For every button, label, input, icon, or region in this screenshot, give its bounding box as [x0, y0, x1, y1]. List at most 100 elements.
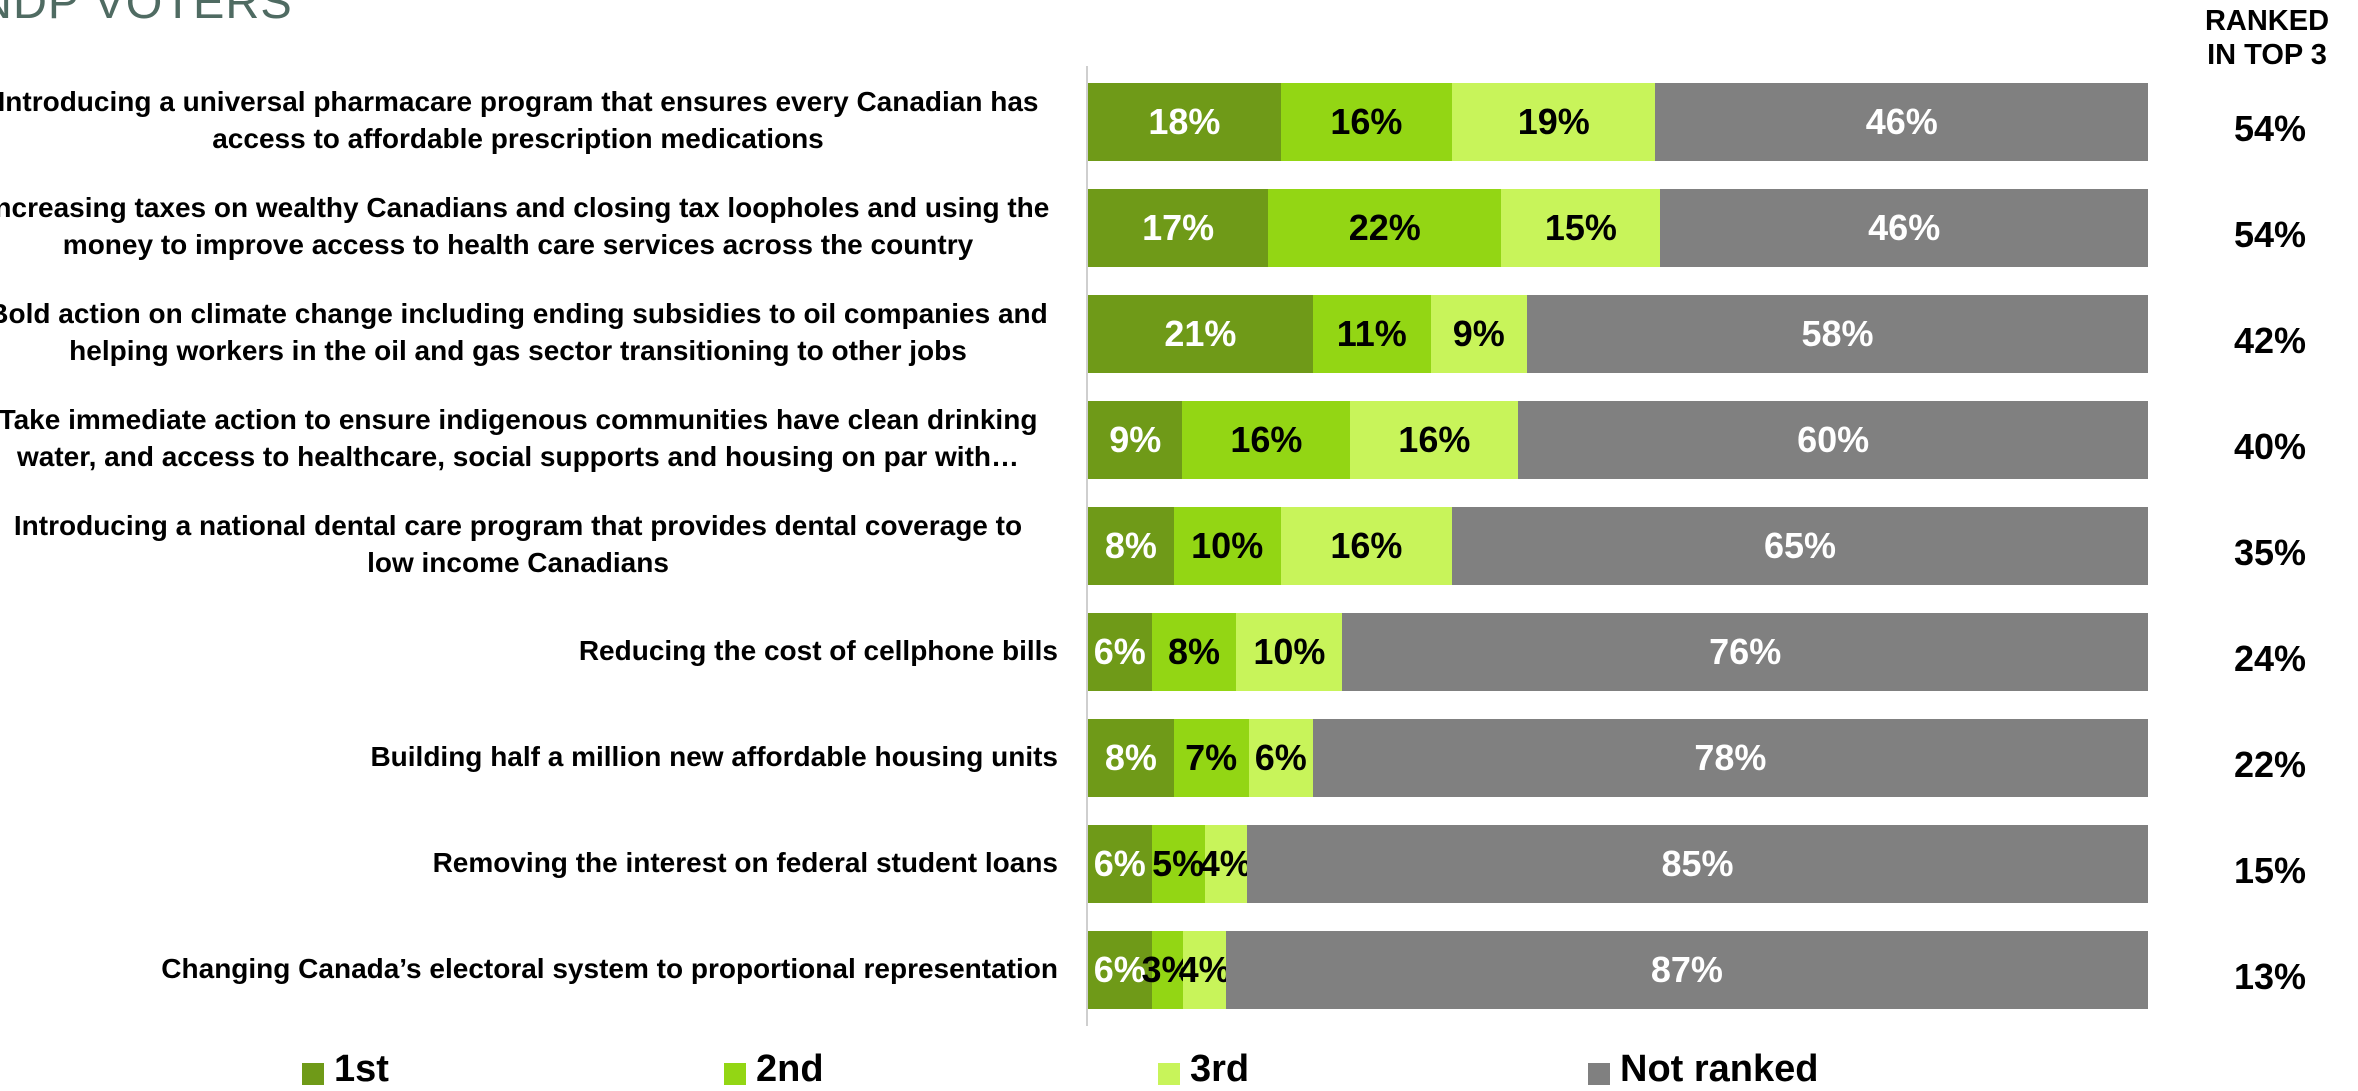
legend-label: 3rd — [1190, 1048, 1250, 1090]
row-label: Introducing a universal pharmacare progr… — [0, 83, 1058, 157]
ranked-top3-header: RANKED IN TOP 3 — [2192, 4, 2342, 72]
bar-segment-3rd: 9% — [1430, 295, 1527, 373]
bar-segment-not-ranked: 60% — [1518, 401, 2148, 479]
data-label: 4% — [1199, 843, 1252, 884]
data-label: 6% — [1254, 737, 1307, 778]
row-label: Take immediate action to ensure indigeno… — [0, 401, 1058, 475]
row-label-line: Take immediate action to ensure indigeno… — [0, 404, 1038, 435]
bar-segment-3rd: 4% — [1200, 825, 1252, 903]
data-label: 65% — [1763, 525, 1837, 566]
data-label: 7% — [1185, 737, 1238, 778]
bar-segment-1st: 9% — [1088, 401, 1183, 479]
data-label: 60% — [1797, 419, 1870, 460]
chart-title: NDP VOTERS — [0, 0, 293, 28]
stacked-bar: 9% 16% 16% 60% — [1088, 401, 2148, 479]
bar-segment-3rd: 4% — [1179, 931, 1231, 1009]
data-label: 46% — [1865, 101, 1938, 142]
bar-segment-not-ranked: 65% — [1452, 507, 2148, 585]
bar-segment-3rd: 10% — [1236, 613, 1343, 691]
category-axis-line — [1086, 66, 1088, 1026]
bar-segment-not-ranked: 46% — [1660, 189, 2148, 267]
data-label: 15% — [1544, 207, 1617, 248]
bar-segment-3rd: 16% — [1280, 507, 1453, 585]
bar-segment-1st: 8% — [1088, 719, 1174, 797]
bar-segment-2nd: 8% — [1151, 613, 1237, 691]
bar-segment-2nd: 16% — [1280, 83, 1453, 161]
bar-segment-not-ranked: 85% — [1247, 825, 2148, 903]
bar-segment-1st: 17% — [1088, 189, 1269, 267]
legend-label: 2nd — [756, 1048, 824, 1090]
data-label: 76% — [1709, 631, 1782, 672]
row-label-line: Changing Canada’s electoral system to pr… — [161, 952, 1058, 984]
bar-segment-1st: 21% — [1088, 295, 1313, 373]
row-label: Bold action on climate change including … — [0, 295, 1058, 369]
legend-label: 1st — [334, 1048, 389, 1090]
row-label-line: access to affordable prescription medica… — [212, 123, 824, 154]
row-label-line: Building half a million new affordable h… — [370, 740, 1058, 772]
row-label-line: Introducing a universal pharmacare progr… — [0, 86, 1039, 117]
data-label: 19% — [1517, 101, 1590, 142]
bar-segment-not-ranked: 58% — [1526, 295, 2148, 373]
data-label: 21% — [1164, 313, 1237, 354]
data-label: 17% — [1142, 207, 1215, 248]
ranked-top3-value: 42% — [2233, 320, 2307, 361]
data-label: 8% — [1104, 737, 1157, 778]
row-label-line: Increasing taxes on wealthy Canadians an… — [0, 192, 1050, 223]
bar-segment-2nd: 22% — [1268, 189, 1502, 267]
legend-swatch — [1588, 1062, 1610, 1085]
bar-segment-1st: 6% — [1088, 825, 1152, 903]
data-label: 16% — [1330, 101, 1403, 142]
data-label: 58% — [1801, 313, 1874, 354]
data-label: 8% — [1104, 525, 1157, 566]
bar-segment-3rd: 15% — [1501, 189, 1661, 267]
legend-swatch — [724, 1062, 746, 1085]
data-label: 5% — [1152, 843, 1205, 884]
bar-segment-3rd: 19% — [1452, 83, 1656, 161]
data-label: 10% — [1253, 631, 1326, 672]
bar-segment-not-ranked: 76% — [1342, 613, 2148, 691]
data-label: 85% — [1661, 843, 1734, 884]
data-label: 9% — [1452, 313, 1505, 354]
data-label: 16% — [1330, 525, 1403, 566]
stacked-bar: 8% 7% 6% 78% — [1088, 719, 2148, 797]
row-label-line: Reducing the cost of cellphone bills — [578, 634, 1058, 666]
ranked-top3-value: 54% — [2233, 214, 2307, 255]
row-label-line: Introducing a national dental care progr… — [13, 510, 1023, 541]
data-label: 18% — [1148, 101, 1221, 142]
stacked-bar: 6% 3% 4% 87% — [1088, 931, 2148, 1009]
data-label: 46% — [1868, 207, 1941, 248]
stacked-bar: 6% 5% 4% 85% — [1088, 825, 2148, 903]
bar-segment-2nd: 7% — [1173, 719, 1249, 797]
data-label: 11% — [1336, 313, 1407, 354]
data-label: 87% — [1650, 949, 1723, 990]
ranked-top3-value: 13% — [2233, 956, 2307, 997]
bar-segment-not-ranked: 46% — [1655, 83, 2148, 161]
stacked-bar: 6% 8% 10% 76% — [1088, 613, 2148, 691]
stacked-bar: 8% 10% 16% 65% — [1088, 507, 2148, 585]
row-label-line: money to improve access to health care s… — [62, 229, 974, 260]
data-label: 16% — [1230, 419, 1303, 460]
data-label: 8% — [1167, 631, 1220, 672]
ranked-top3-value: 40% — [2233, 426, 2307, 467]
ranked-top3-value: 24% — [2233, 638, 2307, 679]
stacked-bar: 17% 22% 15% 46% — [1088, 189, 2148, 267]
bar-segment-2nd: 16% — [1182, 401, 1351, 479]
legend-item: 2nd — [724, 1048, 824, 1091]
row-label: Reducing the cost of cellphone bills — [0, 632, 1058, 669]
bar-segment-2nd: 11% — [1312, 295, 1431, 373]
data-label: 9% — [1109, 419, 1162, 460]
row-label: Changing Canada’s electoral system to pr… — [0, 950, 1058, 987]
bar-segment-2nd: 10% — [1173, 507, 1281, 585]
legend-item: 3rd — [1158, 1048, 1249, 1091]
bar-segment-3rd: 16% — [1350, 401, 1519, 479]
row-label-line: Removing the interest on federal student… — [432, 846, 1058, 878]
row-label: Introducing a national dental care progr… — [0, 507, 1058, 581]
stacked-bar: 21% 11% 9% 58% — [1088, 295, 2148, 373]
legend-swatch — [302, 1062, 324, 1085]
bar-segment-3rd: 6% — [1248, 719, 1313, 797]
row-label: Building half a million new affordable h… — [0, 738, 1058, 775]
ranked-top3-value: 35% — [2233, 532, 2307, 573]
ranked-top3-value: 15% — [2233, 850, 2307, 891]
row-label-line: helping workers in the oil and gas secto… — [69, 335, 967, 366]
ranked-header-line2: IN TOP 3 — [2207, 39, 2327, 71]
